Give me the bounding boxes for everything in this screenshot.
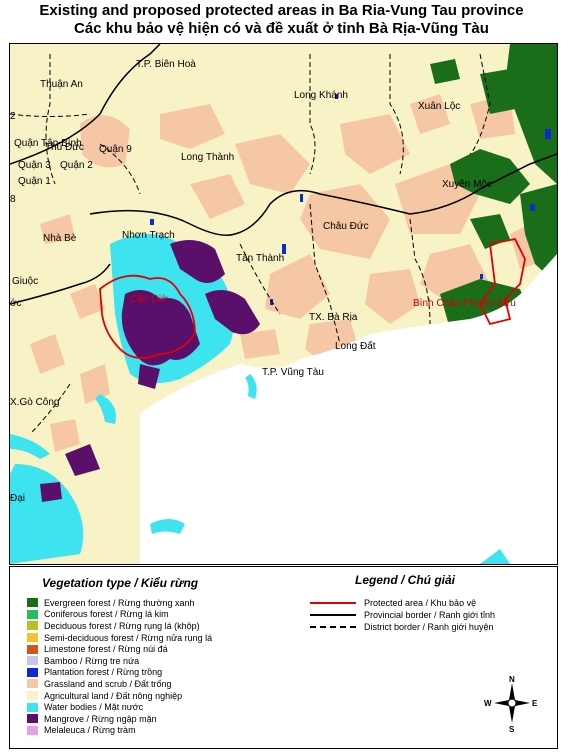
- swatch: [27, 598, 38, 608]
- grassland-areas: [30, 94, 550, 509]
- compass-w: W: [484, 699, 492, 708]
- evergreen-forest-areas: [430, 44, 557, 334]
- label-bien-hoa: T.P. Biên Hoà: [136, 59, 196, 70]
- vegetation-item: Melaleuca / Rừng tràm: [27, 725, 212, 737]
- swatch: [27, 609, 38, 619]
- provincial-border-ba-ria: [89, 153, 557, 236]
- legend-label: Provincial border / Ranh giới tỉnh: [364, 610, 495, 620]
- vegetation-label: Semi-deciduous forest / Rừng nửa rụng lá: [44, 632, 213, 643]
- label-dai: Đại: [10, 493, 25, 504]
- protected-area-binh-chau: [478, 237, 526, 326]
- district-border-line: [310, 626, 356, 628]
- label-edge-2: 2: [10, 111, 16, 122]
- legend-item-district-border: District border / Ranh giới huyện: [310, 621, 495, 633]
- map-canvas: Thuận An T.P. Biên Hoà Long Khánh Xuân L…: [10, 44, 557, 564]
- vegetation-item: Plantation forest / Rừng trồng: [27, 667, 212, 679]
- label-tan-thanh: Tân Thành: [236, 253, 284, 264]
- compass-rose-icon: N S E W: [484, 675, 538, 733]
- swatch: [27, 691, 38, 701]
- label-giuoc: Giuộc: [12, 276, 38, 287]
- vegetation-title: Vegetation type / Kiểu rừng: [42, 576, 199, 590]
- compass-s: S: [509, 725, 515, 733]
- label-edge-8: 8: [10, 194, 16, 205]
- label-nha-be: Nhà Bè: [43, 233, 77, 244]
- vegetation-item: Deciduous forest / Rừng rụng lá (khộp): [27, 620, 212, 632]
- swatch: [27, 656, 38, 666]
- map-frame: Thuận An T.P. Biên Hoà Long Khánh Xuân L…: [9, 43, 558, 565]
- label-quan-9: Quận 9: [99, 144, 132, 155]
- vegetation-label: Bamboo / Rừng tre nứa: [44, 655, 140, 666]
- compass-n: N: [509, 675, 515, 684]
- vegetation-label: Grassland and scrub / Đất trống: [44, 678, 172, 689]
- protected-area-can-gio: [99, 274, 196, 359]
- vegetation-item: Bamboo / Rừng tre nứa: [27, 655, 212, 667]
- label-thu-duc: Thủ Đức: [45, 141, 84, 153]
- swatch: [27, 725, 38, 735]
- label-binh-chau: Bình Châu-Phước Bửu: [413, 297, 516, 309]
- label-thuan-an: Thuận An: [40, 79, 83, 90]
- vegetation-label: Water bodies / Mặt nước: [44, 702, 144, 713]
- label-tp-vung-tau: T.P. Vũng Tàu: [262, 367, 324, 378]
- label-chau-duc: Châu Đức: [323, 221, 369, 232]
- legend-title: Legend / Chú giải: [355, 573, 456, 587]
- label-xuan-loc: Xuân Lộc: [418, 101, 460, 112]
- place-labels: Thuận An T.P. Biên Hoà Long Khánh Xuân L…: [10, 59, 516, 504]
- vegetation-label: Melaleuca / Rừng tràm: [44, 725, 136, 736]
- swatch: [27, 644, 38, 654]
- plantation-forest-spots: [150, 94, 551, 305]
- label-quan-1: Quận 1: [18, 176, 51, 187]
- legend-label: Protected area / Khu bảo vệ: [364, 598, 477, 608]
- swatch: [27, 621, 38, 631]
- swatch: [27, 679, 38, 689]
- vegetation-item: Limestone forest / Rừng núi đá: [27, 643, 212, 655]
- swatch: [27, 714, 38, 724]
- legend-item-provincial-border: Provincial border / Ranh giới tỉnh: [310, 609, 495, 621]
- legend-item-protected-area: Protected area / Khu bảo vệ: [310, 597, 495, 609]
- swatch: [27, 667, 38, 677]
- vegetation-item: Mangrove / Rừng ngập mặn: [27, 713, 212, 725]
- map-title: Existing and proposed protected areas in…: [39, 2, 524, 19]
- map-subtitle: Các khu bảo vệ hiện có và đề xuất ở tỉnh…: [74, 20, 489, 37]
- label-go-cong: X.Gò Công: [10, 397, 59, 408]
- vegetation-item: Semi-deciduous forest / Rừng nửa rụng lá: [27, 632, 212, 644]
- vegetation-list: Evergreen forest / Rừng thường xanh Coni…: [27, 597, 212, 736]
- vegetation-label: Agricultural land / Đất nông nghiệp: [44, 690, 183, 701]
- vegetation-item: Coniferous forest / Rừng lá kim: [27, 609, 212, 621]
- label-quan-3: Quận 3: [18, 160, 51, 171]
- compass-e: E: [532, 699, 538, 708]
- label-can-gio: Cần Giờ: [130, 293, 168, 305]
- label-oc: ớc: [10, 298, 22, 309]
- district-borders: [10, 53, 491, 435]
- provincial-border-west: [10, 263, 111, 305]
- sea-area: [140, 254, 557, 564]
- label-nhon-trach: Nhơn Trạch: [122, 230, 175, 241]
- vegetation-label: Plantation forest / Rừng trồng: [44, 667, 163, 678]
- vegetation-label: Mangrove / Rừng ngập mặn: [44, 713, 157, 724]
- vegetation-item: Grassland and scrub / Đất trống: [27, 678, 212, 690]
- provincial-border-north: [10, 44, 161, 165]
- vegetation-label: Limestone forest / Rừng núi đá: [44, 644, 168, 655]
- label-quan-tan-binh-text: Quận Tân Bình: [14, 138, 82, 149]
- label-tx-ba-ria: TX. Bà Rịa: [309, 312, 358, 323]
- swatch: [27, 702, 38, 712]
- provincial-border-line: [310, 614, 356, 616]
- vegetation-item: Agricultural land / Đất nông nghiệp: [27, 690, 212, 702]
- label-xuyen-moc: Xuyên Mộc: [442, 179, 492, 190]
- label-quan-2: Quận 2: [60, 160, 93, 171]
- protected-area-line: [310, 602, 356, 604]
- legend-list: Protected area / Khu bảo vệ Provincial b…: [310, 597, 495, 633]
- swatch: [27, 633, 38, 643]
- label-long-khanh: Long Khánh: [294, 90, 348, 101]
- vegetation-item: Water bodies / Mặt nước: [27, 701, 212, 713]
- vegetation-label: Coniferous forest / Rừng lá kim: [44, 609, 169, 620]
- mangrove-areas: [40, 240, 260, 502]
- legend-label: District border / Ranh giới huyện: [364, 622, 494, 632]
- label-long-thanh: Long Thành: [181, 152, 234, 163]
- vegetation-item: Evergreen forest / Rừng thường xanh: [27, 597, 212, 609]
- vegetation-label: Evergreen forest / Rừng thường xanh: [44, 597, 195, 608]
- vegetation-label: Deciduous forest / Rừng rụng lá (khộp): [44, 620, 200, 631]
- label-long-dat: Long Đất: [335, 340, 376, 352]
- legend-panel: Vegetation type / Kiểu rừng Legend / Chú…: [9, 566, 558, 749]
